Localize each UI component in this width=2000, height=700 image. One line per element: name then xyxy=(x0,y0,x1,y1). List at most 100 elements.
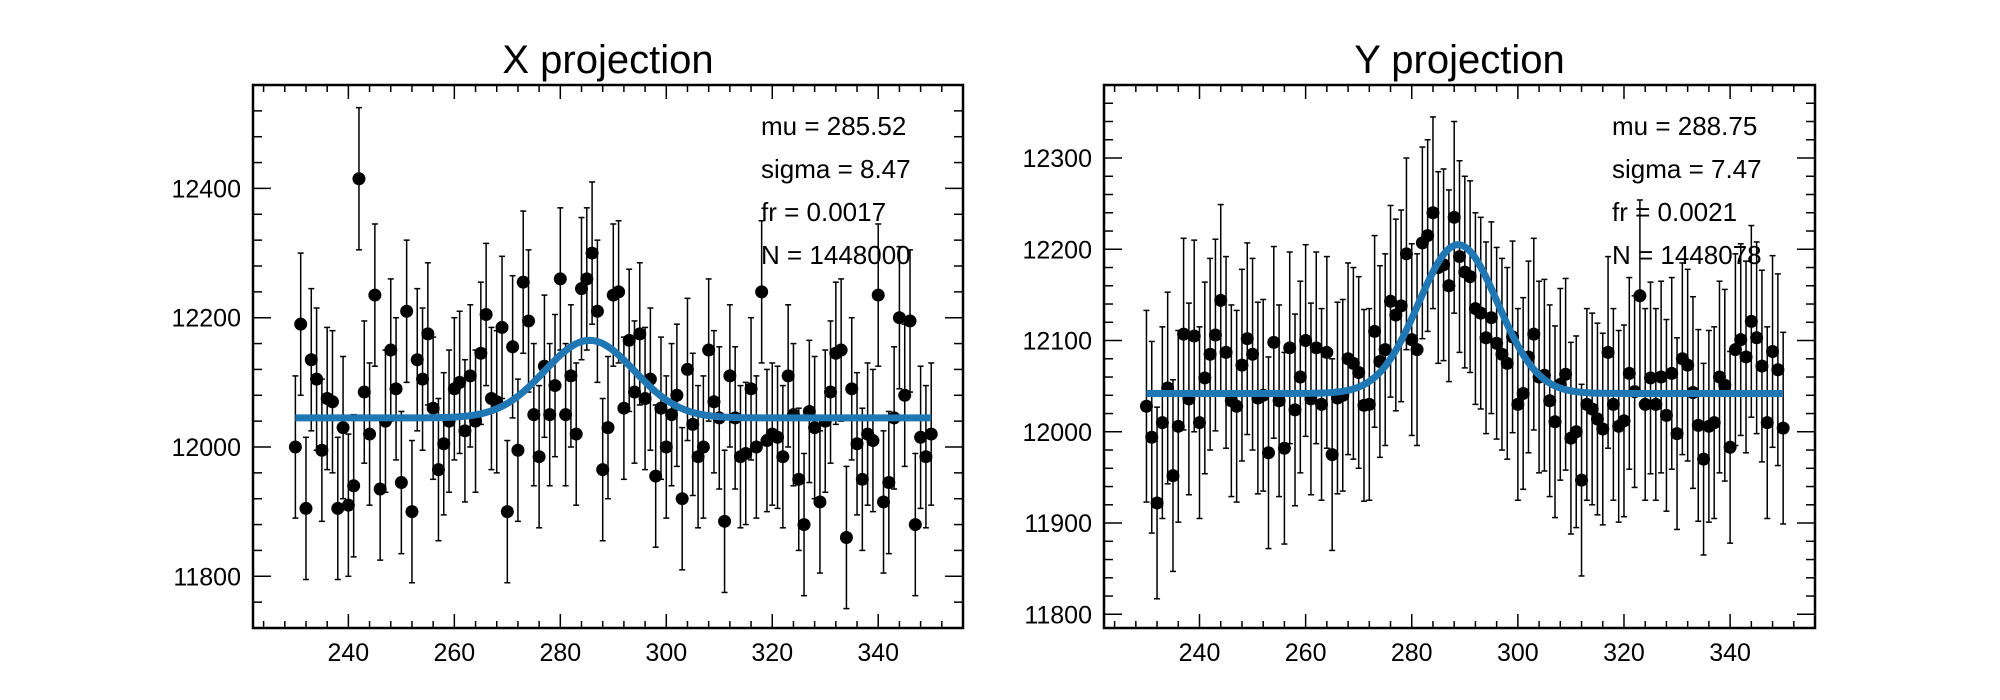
y-projection-data-point xyxy=(1569,425,1583,439)
x-projection-data-point xyxy=(384,343,398,357)
x-projection-data-point xyxy=(850,437,864,451)
y-projection-data-point xyxy=(1155,416,1169,430)
x-projection-data-point xyxy=(564,369,578,383)
x-projection-data-point xyxy=(919,450,933,464)
x-projection-data-point xyxy=(543,408,557,422)
y-projection-data-point xyxy=(1171,419,1185,433)
x-projection-data-point xyxy=(506,340,520,354)
y-projection-data-point xyxy=(1362,397,1376,411)
x-projection-data-point xyxy=(596,463,610,477)
y-projection-data-point xyxy=(1399,247,1413,261)
y-projection-x-tick-label: 300 xyxy=(1497,639,1539,667)
y-projection-data-point xyxy=(1766,344,1780,358)
x-projection-data-point xyxy=(877,495,891,509)
x-projection-data-point xyxy=(336,421,350,435)
y-projection-data-point xyxy=(1208,328,1222,342)
y-projection-data-point xyxy=(1760,416,1774,430)
x-projection-data-point xyxy=(559,408,573,422)
x-projection-data-point xyxy=(426,401,440,415)
x-projection-data-point xyxy=(437,437,451,451)
y-projection-data-point xyxy=(1734,333,1748,347)
y-projection-y-tick-label: 12000 xyxy=(1022,419,1092,447)
y-projection-data-point xyxy=(1426,206,1440,220)
y-projection-x-tick-label: 320 xyxy=(1603,639,1645,667)
x-projection-data-point xyxy=(310,372,324,386)
y-projection-data-point xyxy=(1352,365,1366,379)
x-projection-data-point xyxy=(463,369,477,383)
x-projection-data-point xyxy=(585,246,599,260)
y-projection-data-point xyxy=(1240,332,1254,346)
x-projection-data-point xyxy=(686,417,700,431)
y-projection-data-point xyxy=(1622,366,1636,380)
y-projection-data-point xyxy=(1474,306,1488,320)
x-projection-data-point xyxy=(622,333,636,347)
y-projection-data-point xyxy=(1139,399,1153,413)
x-projection-data-point xyxy=(691,450,705,464)
x-projection-data-point xyxy=(352,172,366,186)
y-projection-data-point xyxy=(1744,314,1758,328)
x-projection-data-point xyxy=(659,440,673,454)
y-projection-data-point xyxy=(1511,397,1525,411)
x-projection-data-point xyxy=(304,353,318,367)
x-projection-data-point xyxy=(855,472,869,486)
x-projection-data-point xyxy=(633,327,647,341)
x-projection-data-point xyxy=(299,501,313,515)
x-projection-data-point xyxy=(495,320,509,334)
x-projection-data-point xyxy=(882,476,896,490)
x-projection-data-point xyxy=(866,434,880,448)
x-projection-data-point xyxy=(670,388,684,402)
y-projection-data-point xyxy=(1368,324,1382,338)
y-projection-data-point xyxy=(1203,347,1217,361)
x-projection-plot-frame xyxy=(251,83,965,630)
y-projection-data-point xyxy=(1315,397,1329,411)
y-projection-data-point xyxy=(1246,347,1260,361)
x-projection-x-tick-label: 300 xyxy=(645,639,687,667)
y-projection-data-point xyxy=(1267,335,1281,349)
y-projection-data-point xyxy=(1187,329,1201,343)
x-projection-data-point xyxy=(410,353,424,367)
x-projection-data-point xyxy=(368,288,382,302)
y-projection-y-tick-label: 12300 xyxy=(1022,145,1092,173)
x-projection-data-point xyxy=(331,501,345,515)
x-projection-data-point xyxy=(405,505,419,519)
y-projection-y-tick-label: 11900 xyxy=(1024,510,1092,538)
y-projection-data-point xyxy=(1718,378,1732,392)
y-projection-data-point xyxy=(1500,356,1514,370)
y-projection-data-point xyxy=(1177,327,1191,341)
x-projection-stat-1: sigma = 8.47 xyxy=(761,154,911,184)
y-projection-data-point xyxy=(1288,403,1302,417)
y-projection-title: Y projection xyxy=(1354,38,1565,82)
y-projection-stat-0: mu = 288.75 xyxy=(1612,111,1757,141)
y-projection-data-point xyxy=(1490,336,1504,350)
y-projection-stat-2: fr = 0.0021 xyxy=(1612,197,1737,227)
y-projection-data-point xyxy=(1585,402,1599,416)
y-projection-data-point xyxy=(1543,394,1557,408)
y-projection-x-tick-label: 240 xyxy=(1179,639,1221,667)
y-projection-stat-1: sigma = 7.47 xyxy=(1612,154,1762,184)
y-projection-data-point xyxy=(1670,427,1684,441)
x-projection-data-point xyxy=(479,307,493,321)
y-projection-data-point xyxy=(1516,386,1530,400)
x-projection-data-point xyxy=(363,427,377,441)
y-projection-plot-frame xyxy=(1102,83,1817,630)
x-projection-data-point xyxy=(654,401,668,415)
x-projection-x-tick-label: 320 xyxy=(751,639,793,667)
x-projection-data-point xyxy=(744,382,758,396)
y-projection-data-point xyxy=(1261,446,1275,460)
y-projection-data-point xyxy=(1750,331,1764,345)
x-projection-data-point xyxy=(474,346,488,360)
y-projection-data-point xyxy=(1384,294,1398,308)
x-projection-x-tick-label: 260 xyxy=(433,639,475,667)
x-projection-data-point xyxy=(580,272,594,286)
x-projection-data-point xyxy=(516,275,530,289)
y-projection-data-point xyxy=(1235,358,1249,372)
y-projection-data-point xyxy=(1681,358,1695,372)
x-projection-data-point xyxy=(903,314,917,328)
y-projection-fit-curve xyxy=(1145,241,1785,397)
x-projection-fit-curve xyxy=(294,336,933,422)
x-projection-data-point xyxy=(575,282,589,296)
y-projection-data-point xyxy=(1299,334,1313,348)
y-projection-panel: Y projection 240 260 280 300 320 340 11800 11900… xyxy=(1022,38,1817,667)
x-projection-data-point xyxy=(834,343,848,357)
y-projection-data-point xyxy=(1601,345,1615,359)
